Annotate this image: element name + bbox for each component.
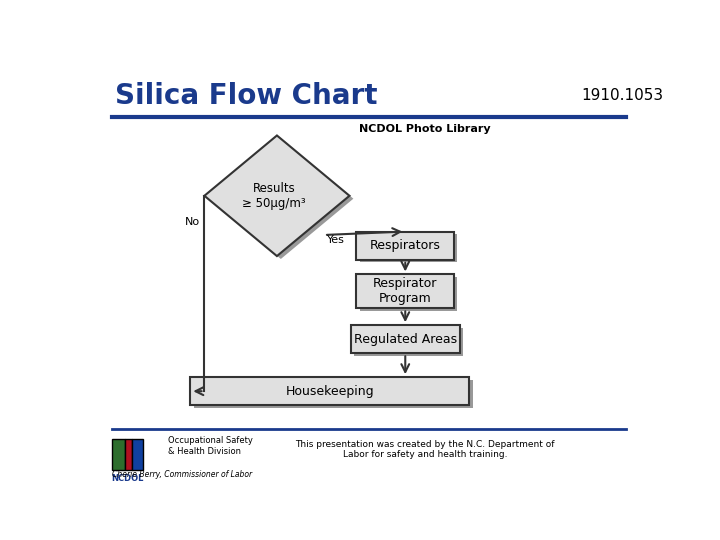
Text: Regulated Areas: Regulated Areas (354, 333, 456, 346)
FancyBboxPatch shape (356, 232, 454, 260)
FancyBboxPatch shape (354, 328, 463, 356)
Text: Silica Flow Chart: Silica Flow Chart (115, 82, 377, 110)
FancyBboxPatch shape (125, 439, 132, 470)
Polygon shape (204, 136, 349, 256)
Polygon shape (208, 138, 354, 259)
Text: Cherie Berry, Commissioner of Labor: Cherie Berry, Commissioner of Labor (112, 470, 253, 479)
FancyBboxPatch shape (190, 377, 469, 406)
Text: NCDOL: NCDOL (112, 474, 144, 483)
Text: No: No (185, 217, 200, 227)
FancyBboxPatch shape (194, 380, 473, 408)
Text: Occupational Safety
& Health Division: Occupational Safety & Health Division (168, 436, 253, 456)
FancyBboxPatch shape (360, 277, 457, 311)
Text: Housekeeping: Housekeeping (286, 384, 374, 397)
Text: Respirator
Program: Respirator Program (373, 278, 438, 306)
FancyBboxPatch shape (360, 234, 457, 262)
Text: Results
≥ 50μg/m³: Results ≥ 50μg/m³ (243, 182, 306, 210)
FancyBboxPatch shape (356, 274, 454, 308)
FancyBboxPatch shape (132, 439, 143, 470)
FancyBboxPatch shape (351, 325, 459, 353)
Text: Yes: Yes (327, 235, 345, 245)
Text: Respirators: Respirators (370, 239, 441, 252)
Text: NCDOL Photo Library: NCDOL Photo Library (359, 124, 490, 134)
FancyBboxPatch shape (112, 439, 125, 470)
Text: This presentation was created by the N.C. Department of
Labor for safety and hea: This presentation was created by the N.C… (295, 440, 554, 459)
Text: 1910.1053: 1910.1053 (581, 89, 663, 104)
